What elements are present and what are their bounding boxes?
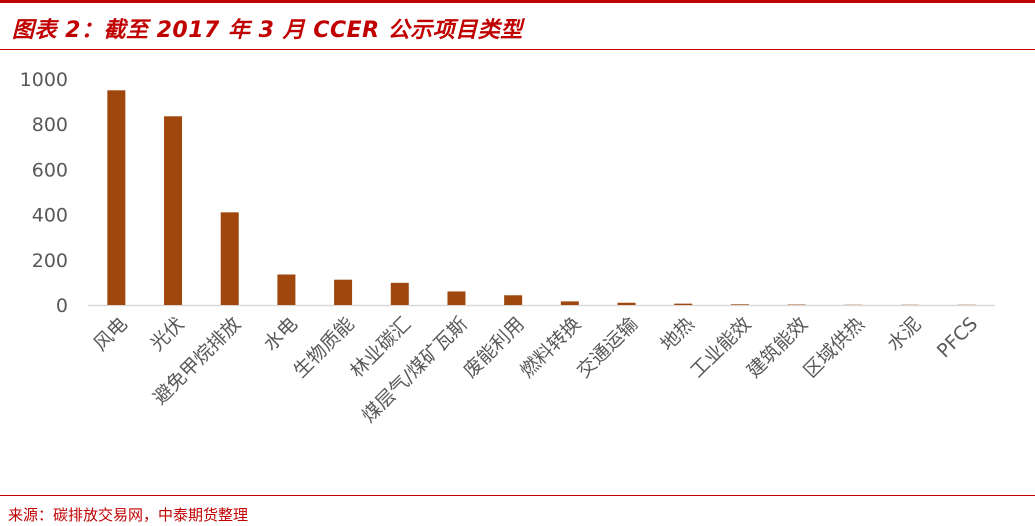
y-tick-label: 800 [32,114,68,136]
y-tick-label: 400 [32,205,68,227]
x-category-label: 光伏 [146,313,188,355]
top-rule [0,0,1035,3]
bar [504,295,523,305]
x-category-label: 工业能效 [686,313,755,382]
x-category-label: 燃料转换 [516,313,585,382]
title-rule [0,49,1035,50]
y-tick-label: 0 [56,295,68,317]
bottom-rule [0,495,1035,496]
x-category-label: 区域供热 [800,313,869,382]
bars [107,90,976,305]
bar [447,291,466,305]
bar [390,282,409,305]
bar [617,302,636,305]
bar [107,90,126,305]
bar [674,303,693,305]
x-category-label: 交通运输 [573,313,642,382]
x-category-label: 生物质能 [289,313,358,382]
x-category-label: 水泥 [883,313,925,355]
bar [560,301,579,305]
x-category-label: 废能利用 [459,313,528,382]
bar [730,304,749,305]
y-tick-label: 600 [32,159,68,181]
y-tick-label: 1000 [20,69,68,91]
bar [334,279,353,305]
x-category-label: PFCS [933,313,982,362]
x-category-label: 地热 [656,313,698,355]
x-category-label: 建筑能效 [743,313,812,382]
y-tick-label: 200 [32,250,68,272]
figure-title: 图表 2：截至 2017 年 3 月 CCER 公示项目类型 [12,18,523,43]
source-note: 来源：碳排放交易网，中泰期货整理 [8,506,249,524]
x-category-label: 风电 [89,313,131,355]
bar [164,116,183,305]
x-category-label: 煤层气/煤矿瓦斯 [358,313,472,427]
bar [220,212,239,305]
x-category-label: 水电 [260,313,302,355]
bar [277,274,296,305]
y-axis-ticks: 0 200 400 600 800 1000 [20,69,68,317]
